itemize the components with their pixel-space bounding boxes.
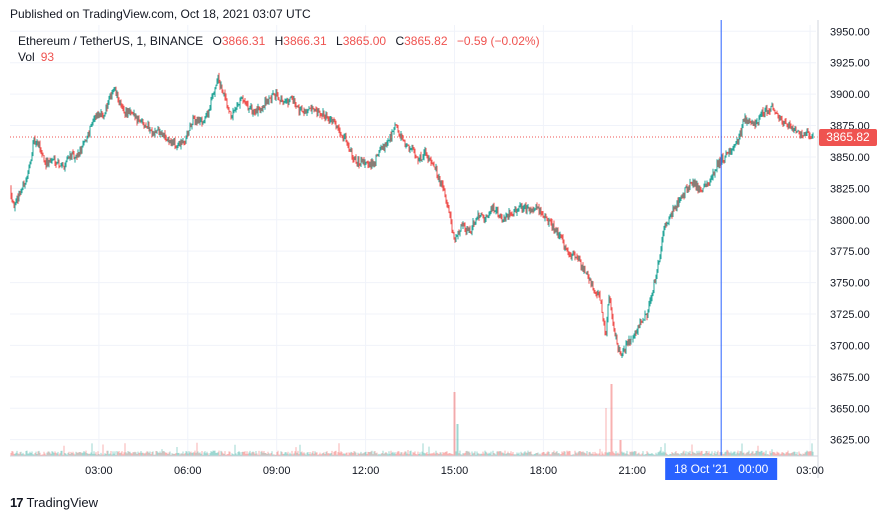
- brand-name: TradingView: [26, 495, 99, 510]
- low-value: 3865.00: [342, 34, 387, 48]
- candles: [10, 72, 814, 359]
- y-tick-label: 3625.00: [830, 435, 870, 447]
- y-tick-label: 3750.00: [830, 278, 870, 290]
- last-price-label: 3865.82: [826, 130, 870, 144]
- x-tick-label: 03:00: [796, 465, 824, 477]
- y-tick-label: 3800.00: [830, 215, 870, 227]
- y-tick-label: 3850.00: [830, 152, 870, 164]
- y-tick-label: 3775.00: [830, 246, 870, 258]
- high-label: H: [274, 34, 284, 48]
- last-price-badge: 3865.82: [819, 129, 877, 147]
- y-tick-label: 3925.00: [830, 58, 870, 70]
- time-axis[interactable]: 03:00 06:00 09:00 12:00 15:00 18:00 21:00 03:00: [10, 455, 824, 477]
- y-tick-label: 3650.00: [830, 403, 870, 415]
- y-tick-label: 3725.00: [830, 309, 870, 321]
- footer-brand: 17 TradingView: [10, 495, 98, 510]
- price-axis-background: [819, 0, 892, 480]
- legend-ohlc-row: Ethereum / TetherUS, 1, BINANCE O3866.31…: [18, 33, 540, 49]
- crosshair-time-label: 18 Oct '21 00:00: [674, 462, 769, 476]
- volume-bars: [10, 384, 814, 456]
- x-tick-label: 12:00: [352, 465, 380, 477]
- low-label: L: [336, 34, 343, 48]
- volume-label[interactable]: Vol: [18, 50, 35, 64]
- y-tick-label: 3950.00: [830, 26, 870, 38]
- tradingview-logo-icon: 17: [10, 495, 24, 510]
- x-tick-label: 18:00: [530, 465, 558, 477]
- y-tick-label: 3825.00: [830, 183, 870, 195]
- x-tick-label: 03:00: [85, 465, 113, 477]
- crosshair-time-badge: 18 Oct '21 00:00: [665, 458, 778, 480]
- legend-volume-row: Vol 93: [18, 49, 540, 65]
- chart-legend: Ethereum / TetherUS, 1, BINANCE O3866.31…: [18, 33, 540, 65]
- volume-value: 93: [40, 50, 55, 64]
- x-tick-label: 15:00: [441, 465, 469, 477]
- y-tick-label: 3675.00: [830, 372, 870, 384]
- high-value: 3866.31: [283, 34, 327, 48]
- x-tick-label: 09:00: [263, 465, 291, 477]
- x-tick-label: 06:00: [174, 465, 202, 477]
- x-tick-label: 21:00: [619, 465, 647, 477]
- open-label: O: [212, 34, 222, 48]
- close-value: 3865.82: [404, 34, 448, 48]
- close-label: C: [395, 34, 405, 48]
- grid: [10, 25, 816, 456]
- change-value: −0.59 (−0.02%): [456, 34, 540, 48]
- open-value: 3866.31: [221, 34, 266, 48]
- y-tick-label: 3900.00: [830, 89, 870, 101]
- symbol-name[interactable]: Ethereum / TetherUS, 1, BINANCE: [18, 34, 204, 48]
- published-caption: Published on TradingView.com, Oct 18, 20…: [10, 7, 311, 21]
- y-tick-label: 3700.00: [830, 340, 870, 352]
- price-axis[interactable]: 3950.003925.003900.003875.003850.003825.…: [817, 20, 870, 478]
